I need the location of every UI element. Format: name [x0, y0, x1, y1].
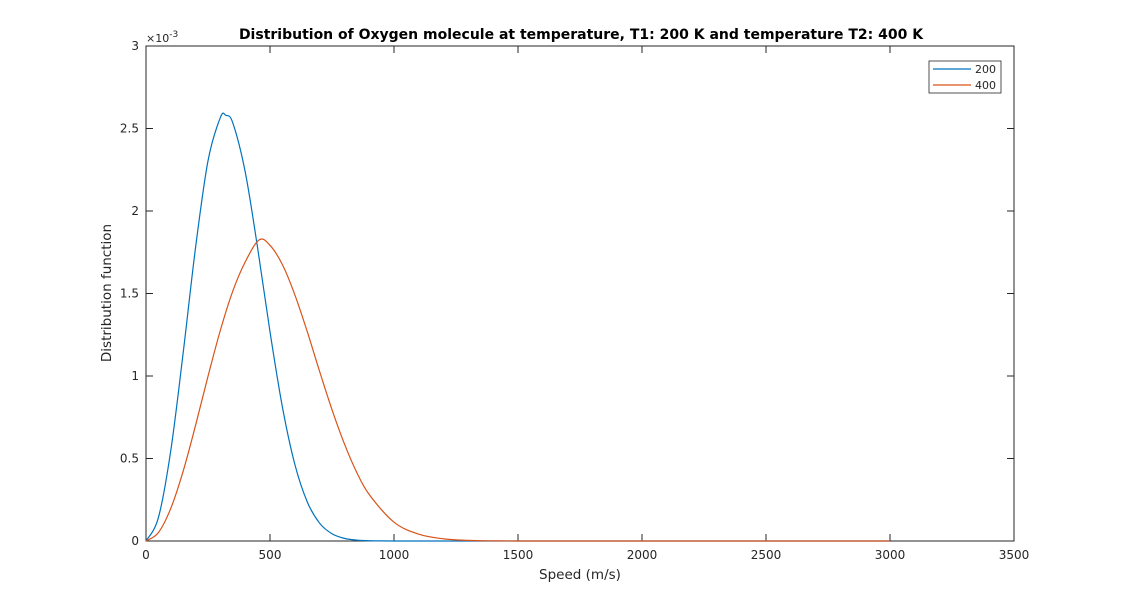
y-tick-label: 1	[131, 369, 139, 383]
x-tick-label: 3000	[875, 548, 906, 562]
x-tick-label: 2000	[627, 548, 658, 562]
x-tick-label: 2500	[751, 548, 782, 562]
series-line-400	[145, 238, 890, 542]
y-tick-label: 2.5	[120, 122, 139, 136]
y-axis-exponent-base: ×10	[146, 32, 169, 45]
x-tick-label: 1000	[379, 548, 410, 562]
legend-box	[928, 60, 1002, 94]
series-layer	[145, 112, 890, 542]
x-axis-label: Speed (m/s)	[539, 567, 621, 583]
y-tick-label: 0.5	[120, 452, 139, 466]
y-tick-label: 2	[131, 204, 139, 218]
y-tick-label: 3	[131, 39, 139, 53]
chart-title: Distribution of Oxygen molecule at tempe…	[239, 27, 924, 43]
legend: 200 400	[928, 60, 1002, 94]
x-axis: 0 500 1000 1500 2000 2500 3000 3500	[142, 46, 1029, 562]
x-tick-label: 1500	[503, 548, 534, 562]
y-tick-label: 1.5	[120, 287, 139, 301]
legend-label-200: 200	[975, 63, 996, 76]
legend-label-400: 400	[975, 79, 996, 92]
x-tick-label: 500	[259, 548, 282, 562]
x-tick-label: 0	[142, 548, 150, 562]
y-axis: 0 0.5 1 1.5 2 2.5 3	[120, 39, 1014, 548]
y-axis-exponent: ×10-3	[146, 30, 178, 45]
y-axis-label: Distribution function	[99, 224, 115, 362]
x-tick-label: 3500	[999, 548, 1030, 562]
y-tick-label: 0	[131, 534, 139, 548]
y-axis-exponent-power: -3	[169, 30, 178, 40]
plot-area	[145, 45, 1015, 542]
